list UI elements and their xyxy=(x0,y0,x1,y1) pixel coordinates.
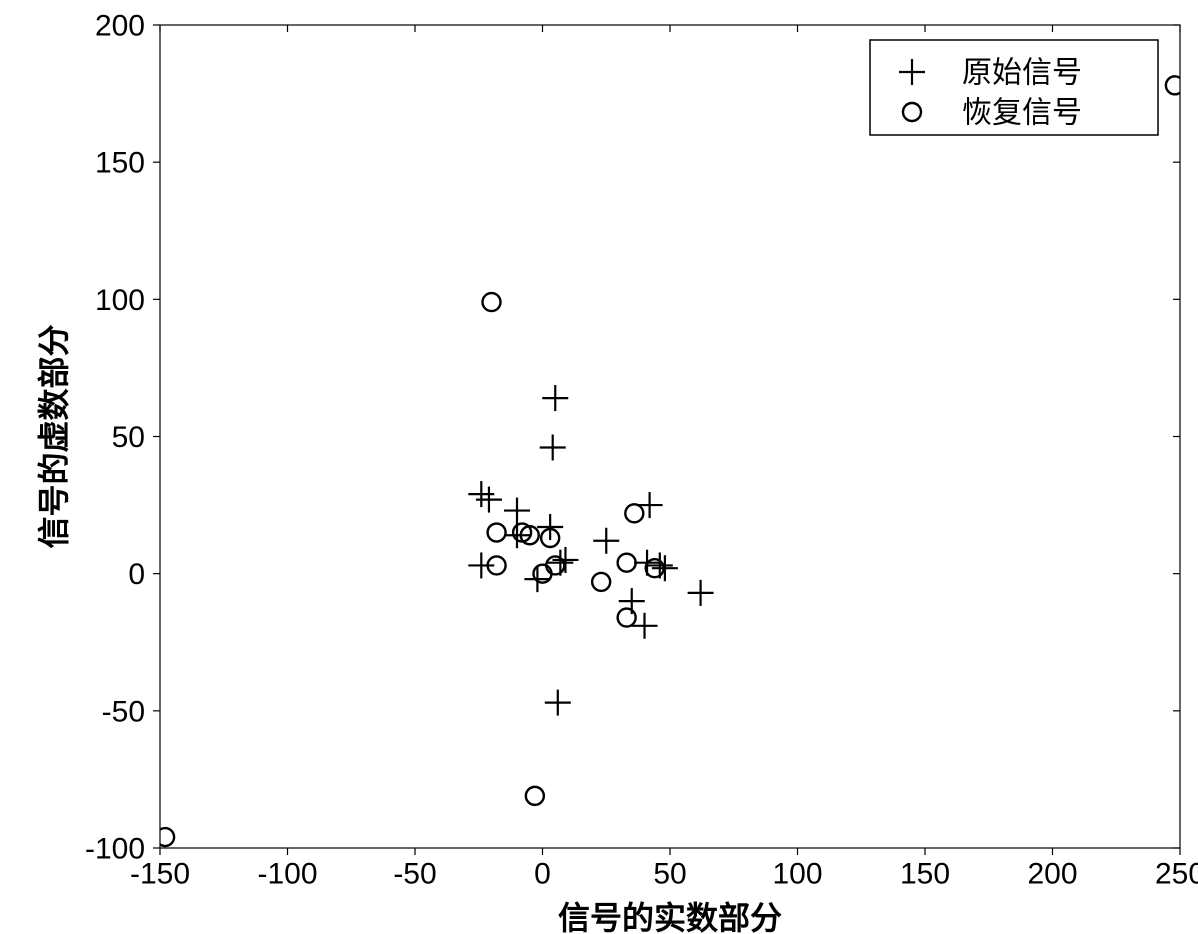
x-tick-label: 100 xyxy=(772,858,822,891)
x-tick-label: -100 xyxy=(257,858,317,891)
legend-label: 原始信号 xyxy=(962,57,1082,90)
x-tick-label: 0 xyxy=(534,858,551,891)
y-tick-label: 0 xyxy=(128,558,145,591)
y-axis-label: 信号的虚数部分 xyxy=(36,324,72,548)
x-axis-label: 信号的实数部分 xyxy=(558,900,782,934)
y-tick-label: -50 xyxy=(102,695,145,728)
x-tick-label: 250 xyxy=(1155,858,1198,891)
x-tick-label: 150 xyxy=(900,858,950,891)
y-tick-label: 200 xyxy=(95,10,145,43)
x-tick-label: -50 xyxy=(393,858,436,891)
y-tick-label: -100 xyxy=(85,833,145,866)
chart-bg xyxy=(0,0,1198,934)
x-tick-label: 50 xyxy=(653,858,686,891)
legend-label: 恢复信号 xyxy=(962,97,1082,130)
x-tick-label: 200 xyxy=(1027,858,1077,891)
y-tick-label: 150 xyxy=(95,147,145,180)
y-tick-label: 50 xyxy=(112,421,145,454)
scatter-chart: -150-100-50050100150200250-100-500501001… xyxy=(0,0,1198,934)
chart-svg: -150-100-50050100150200250-100-500501001… xyxy=(0,0,1198,934)
y-tick-label: 100 xyxy=(95,284,145,317)
legend: 原始信号恢复信号 xyxy=(870,40,1158,135)
